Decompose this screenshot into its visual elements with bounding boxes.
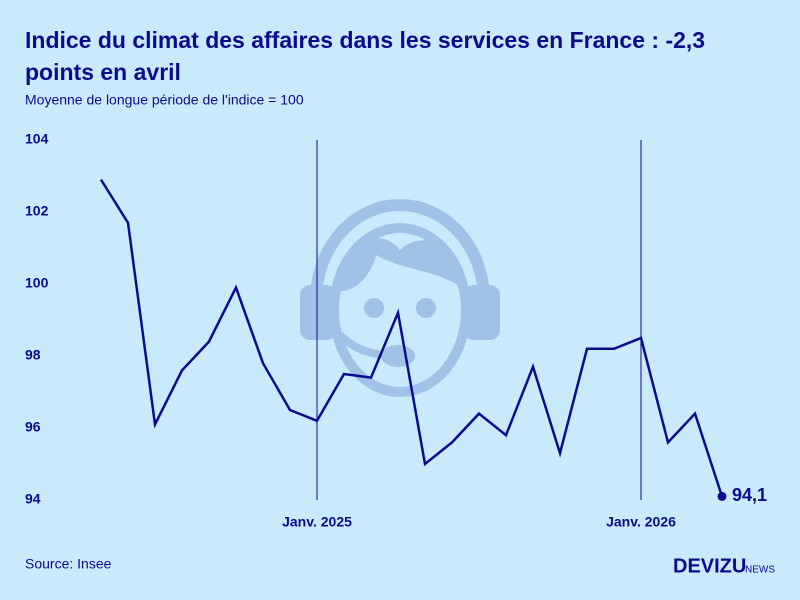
y-tick-label: 96 (25, 419, 41, 435)
brand: DEVIZU (673, 555, 746, 577)
brand-suffix: NEWS (745, 565, 775, 576)
y-tick-label: 94 (25, 491, 41, 507)
end-point (717, 491, 727, 501)
x-tick-label: Janv. 2025 (282, 514, 352, 530)
chart-title: points en avril (25, 59, 181, 85)
value-label: 94,1 (732, 485, 767, 505)
headset-icon (300, 199, 500, 397)
line (99, 178, 724, 497)
y-tick-label: 100 (25, 275, 49, 291)
y-tick-label: 104 (25, 131, 49, 147)
y-tick-label: 98 (25, 347, 41, 363)
x-tick-label: Janv. 2026 (606, 514, 676, 530)
y-tick-label: 102 (25, 203, 49, 219)
source: Source: Insee (25, 556, 112, 572)
chart-title: Indice du climat des affaires dans les s… (25, 27, 705, 53)
chart-subtitle: Moyenne de longue période de l'indice = … (25, 92, 304, 108)
